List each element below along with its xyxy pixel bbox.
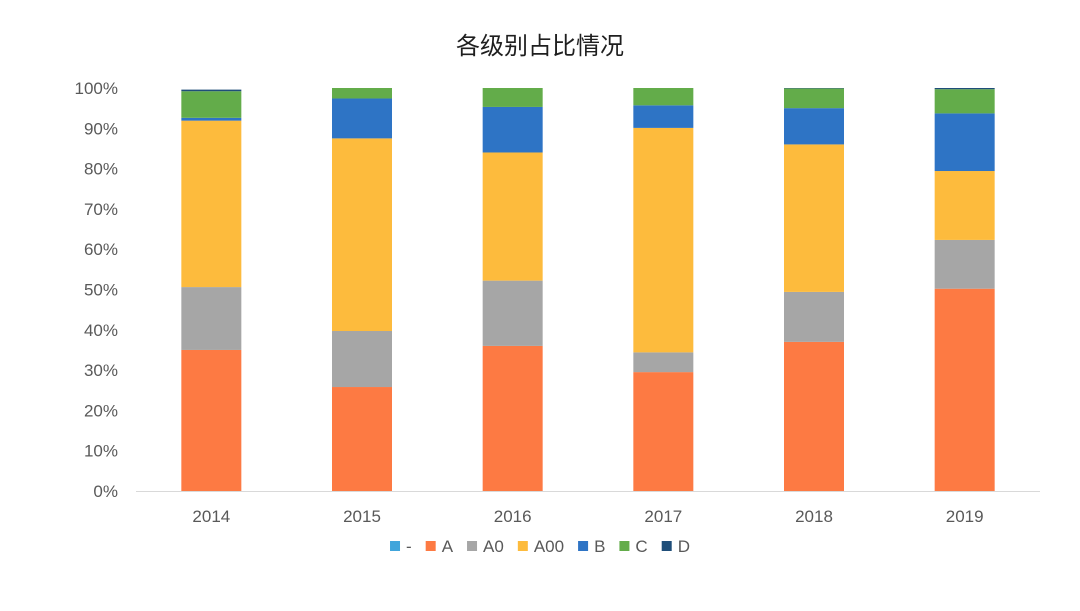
bar-segment-a00 — [181, 120, 242, 288]
legend-item-b: B — [578, 537, 605, 556]
bar-segment-c — [482, 88, 543, 107]
bar-segment-b — [633, 105, 694, 128]
legend-item-dash: - — [390, 537, 412, 556]
bar-segment-a — [181, 349, 242, 491]
x-tick-label: 2014 — [192, 507, 230, 526]
x-tick-label: 2017 — [644, 507, 682, 526]
y-tick-label: 40% — [84, 321, 118, 340]
bar-stack-2015 — [332, 88, 392, 491]
bar-segment-a0 — [482, 280, 543, 346]
bar-segment-c — [784, 88, 844, 109]
legend-swatch — [619, 541, 630, 551]
legend-item-c: C — [619, 537, 648, 556]
legend-item-a0: A0 — [467, 537, 504, 556]
bar-segment-c — [332, 88, 392, 99]
chart-title: 各级别占比情况 — [456, 32, 624, 60]
legend-swatch — [578, 541, 589, 551]
bar-segment-a — [332, 387, 392, 491]
bar-stack-2014 — [181, 89, 242, 491]
y-tick-label: 0% — [93, 482, 118, 501]
bar-segment-a0 — [934, 239, 995, 289]
bar-segment-a0 — [181, 287, 242, 350]
bar-segment-a — [633, 372, 694, 491]
bar-segment-b — [332, 98, 392, 139]
legend-item-a00: A00 — [517, 537, 564, 556]
legend-item-d: D — [661, 537, 690, 556]
y-tick-label: 60% — [84, 240, 118, 259]
legend-label: A00 — [534, 537, 564, 556]
y-tick-label: 20% — [84, 401, 118, 420]
bar-segment-a — [482, 345, 543, 491]
bar-segment-b — [482, 106, 543, 153]
bar-stack-2017 — [633, 88, 694, 491]
bars-group — [181, 88, 995, 491]
x-tick-label: 2015 — [343, 507, 381, 526]
bar-segment-a — [784, 341, 844, 491]
bar-segment-a — [934, 288, 995, 491]
bar-segment-b — [934, 113, 995, 172]
bar-segment-a00 — [482, 152, 543, 281]
legend-swatch — [425, 541, 436, 551]
x-tick-label: 2016 — [494, 507, 532, 526]
bar-segment-d — [934, 88, 995, 90]
bar-stack-2019 — [934, 88, 995, 491]
y-tick-label: 80% — [84, 160, 118, 179]
y-tick-label: 10% — [84, 442, 118, 461]
bar-segment-a00 — [784, 144, 844, 292]
bar-segment-b — [784, 108, 844, 145]
bar-segment-c — [181, 91, 242, 118]
bar-segment-d — [181, 89, 242, 92]
y-tick-label: 50% — [84, 281, 118, 300]
legend-swatch — [467, 541, 478, 551]
x-tick-label: 2019 — [946, 507, 984, 526]
legend-label: A0 — [483, 537, 504, 556]
bar-stack-2018 — [784, 88, 844, 491]
bar-segment-a0 — [332, 331, 392, 388]
legend-label: C — [635, 537, 647, 556]
y-axis: 0% 10% 20% 30% 40% 50% 60% 70% 80% 90% 100% — [75, 79, 118, 501]
y-tick-label: 100% — [75, 79, 118, 98]
bar-segment-a0 — [784, 291, 844, 342]
legend: - A A0 A00 B C D — [390, 537, 690, 556]
y-tick-label: 30% — [84, 361, 118, 380]
legend-swatch — [517, 541, 528, 551]
y-tick-label: 90% — [84, 119, 118, 138]
bar-segment-a00 — [332, 138, 392, 332]
bar-segment-a00 — [633, 127, 694, 353]
legend-label: D — [678, 537, 690, 556]
x-axis: 2014 2015 2016 2017 2018 2019 — [192, 507, 983, 526]
bar-segment-c — [633, 88, 694, 106]
y-tick-label: 70% — [84, 200, 118, 219]
legend-label: B — [594, 537, 605, 556]
legend-label: A — [442, 537, 454, 556]
bar-segment-a00 — [934, 171, 995, 240]
legend-label: - — [406, 537, 412, 556]
bar-segment-a0 — [633, 352, 694, 373]
bar-segment-c — [934, 89, 995, 114]
legend-swatch — [661, 541, 672, 551]
bar-segment-b — [181, 117, 242, 121]
legend-item-a: A — [425, 537, 454, 556]
bar-stack-2016 — [482, 88, 543, 491]
legend-swatch — [390, 541, 401, 551]
x-tick-label: 2018 — [795, 507, 833, 526]
